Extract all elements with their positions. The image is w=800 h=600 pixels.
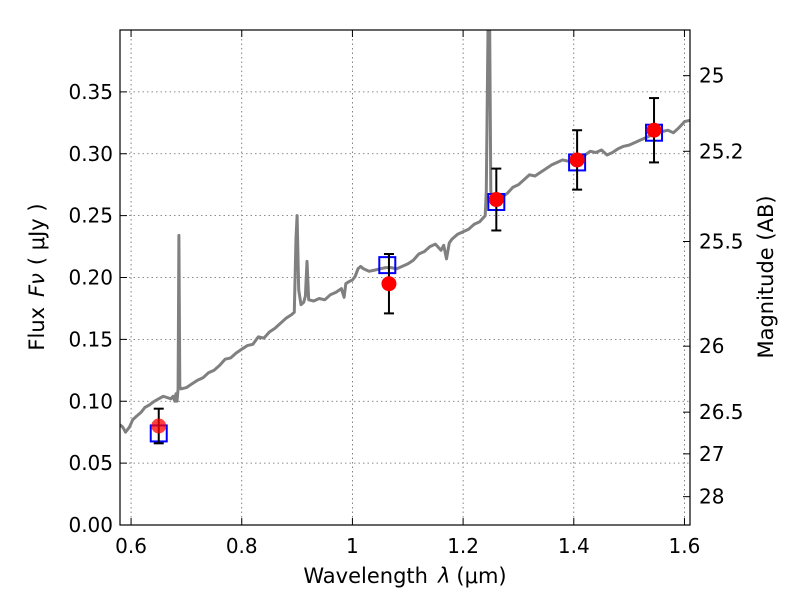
y-axis-label: FluxFν( μJy )	[25, 203, 49, 350]
y2-tick-label: 28	[699, 485, 724, 509]
observed-point	[569, 152, 585, 168]
observed-point	[646, 122, 662, 138]
y-axis-ticks: 0.00 0.05 0.10 0.15 0.20 0.25 0.30 0.35	[68, 80, 127, 537]
y-tick-label: 0.10	[68, 389, 113, 413]
y2-axis-ticks: 25 25.2 25.5 26 26.5 27 28	[683, 64, 744, 509]
y2-tick-label: 26	[699, 334, 724, 358]
x-tick-label: 0.8	[226, 534, 258, 558]
x-tick-label: 0.6	[115, 534, 147, 558]
y-tick-label: 0.05	[68, 451, 113, 475]
y-tick-label: 0.35	[68, 80, 113, 104]
y2-tick-label: 26.5	[699, 400, 744, 424]
y-grid	[120, 91, 690, 464]
y-tick-label: 0.20	[68, 266, 113, 290]
observed-photometry-markers	[151, 122, 662, 434]
x-tick-label: 1.2	[447, 534, 479, 558]
observed-point	[151, 418, 167, 434]
x-axis-ticks: 0.6 0.8 1 1.2 1.4 1.6	[115, 30, 700, 558]
observed-point	[488, 192, 504, 208]
y2-tick-label: 25.5	[699, 229, 744, 253]
x-tick-label: 1	[346, 534, 359, 558]
x-tick-label: 1.6	[669, 534, 701, 558]
y-tick-label: 0.00	[68, 513, 113, 537]
y2-axis-label: Magnitude (AB)	[754, 195, 778, 358]
y2-tick-label: 25	[699, 64, 724, 88]
y2-tick-label: 25.2	[699, 139, 744, 163]
y2-tick-label: 27	[699, 442, 724, 466]
x-axis-label: Wavelength λ (μm)	[303, 564, 506, 588]
y-tick-label: 0.30	[68, 142, 113, 166]
observed-point	[381, 276, 397, 292]
y-tick-label: 0.15	[68, 327, 113, 351]
y-tick-label: 0.25	[68, 204, 113, 228]
model-square-marker	[378, 256, 397, 275]
x-tick-label: 1.4	[558, 534, 590, 558]
